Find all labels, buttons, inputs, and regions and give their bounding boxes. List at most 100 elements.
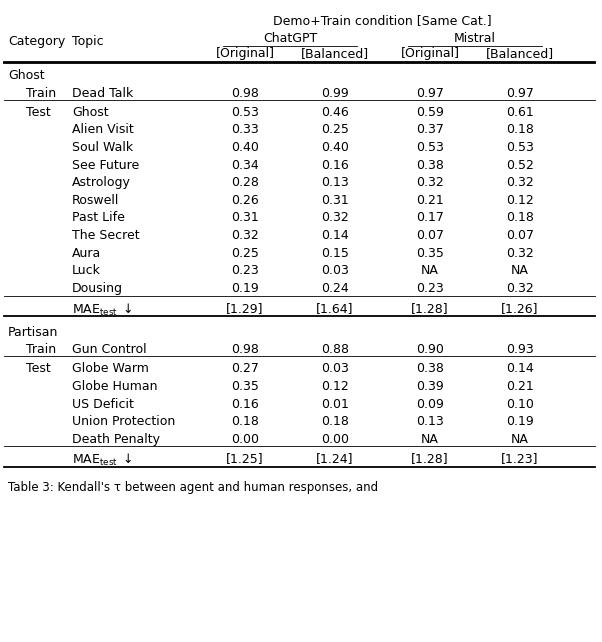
Text: Demo+Train condition [Same Cat.]: Demo+Train condition [Same Cat.] <box>273 14 492 27</box>
Text: Astrology: Astrology <box>72 176 131 189</box>
Text: 0.21: 0.21 <box>506 380 534 393</box>
Text: Death Penalty: Death Penalty <box>72 433 160 446</box>
Text: 0.19: 0.19 <box>506 415 534 428</box>
Text: 0.46: 0.46 <box>321 106 349 119</box>
Text: 0.97: 0.97 <box>506 87 534 100</box>
Text: ChatGPT: ChatGPT <box>263 31 317 45</box>
Text: 0.23: 0.23 <box>416 282 444 295</box>
Text: 0.14: 0.14 <box>506 362 534 375</box>
Text: 0.98: 0.98 <box>231 343 259 356</box>
Text: NA: NA <box>511 265 529 277</box>
Text: 0.00: 0.00 <box>321 433 349 446</box>
Text: See Future: See Future <box>72 159 139 171</box>
Text: Partisan: Partisan <box>8 326 58 339</box>
Text: 0.40: 0.40 <box>321 141 349 154</box>
Text: [1.23]: [1.23] <box>501 453 539 465</box>
Text: Gun Control: Gun Control <box>72 343 147 356</box>
Text: [1.29]: [1.29] <box>226 302 264 315</box>
Text: 0.12: 0.12 <box>321 380 349 393</box>
Text: US Deficit: US Deficit <box>72 397 134 410</box>
Text: 0.31: 0.31 <box>321 194 349 207</box>
Text: 0.16: 0.16 <box>321 159 349 171</box>
Text: 0.32: 0.32 <box>416 176 444 189</box>
Text: [Balanced]: [Balanced] <box>486 47 554 60</box>
Text: 0.25: 0.25 <box>231 247 259 259</box>
Text: [Original]: [Original] <box>216 47 275 60</box>
Text: NA: NA <box>421 433 439 446</box>
Text: 0.53: 0.53 <box>416 141 444 154</box>
Text: 0.27: 0.27 <box>231 362 259 375</box>
Text: Dead Talk: Dead Talk <box>72 87 133 100</box>
Text: 0.38: 0.38 <box>416 362 444 375</box>
Text: 0.34: 0.34 <box>231 159 259 171</box>
Text: 0.17: 0.17 <box>416 211 444 225</box>
Text: MAE$_{\mathregular{test}}$ $\downarrow$: MAE$_{\mathregular{test}}$ $\downarrow$ <box>72 302 133 318</box>
Text: 0.32: 0.32 <box>506 176 534 189</box>
Text: Train: Train <box>26 343 56 356</box>
Text: Alien Visit: Alien Visit <box>72 123 134 136</box>
Text: Category: Category <box>8 35 65 48</box>
Text: NA: NA <box>511 433 529 446</box>
Text: 0.18: 0.18 <box>506 123 534 136</box>
Text: [1.64]: [1.64] <box>316 302 354 315</box>
Text: 0.61: 0.61 <box>506 106 534 119</box>
Text: 0.40: 0.40 <box>231 141 259 154</box>
Text: 0.03: 0.03 <box>321 362 349 375</box>
Text: Globe Human: Globe Human <box>72 380 158 393</box>
Text: [1.28]: [1.28] <box>411 453 449 465</box>
Text: 0.53: 0.53 <box>506 141 534 154</box>
Text: 0.13: 0.13 <box>321 176 349 189</box>
Text: 0.37: 0.37 <box>416 123 444 136</box>
Text: Roswell: Roswell <box>72 194 119 207</box>
Text: Topic: Topic <box>72 35 104 48</box>
Text: 0.01: 0.01 <box>321 397 349 410</box>
Text: Dousing: Dousing <box>72 282 123 295</box>
Text: 0.24: 0.24 <box>321 282 349 295</box>
Text: 0.88: 0.88 <box>321 343 349 356</box>
Text: 0.52: 0.52 <box>506 159 534 171</box>
Text: Mistral: Mistral <box>454 31 496 45</box>
Text: 0.18: 0.18 <box>231 415 259 428</box>
Text: 0.32: 0.32 <box>506 282 534 295</box>
Text: 0.19: 0.19 <box>231 282 259 295</box>
Text: 0.25: 0.25 <box>321 123 349 136</box>
Text: 0.21: 0.21 <box>416 194 444 207</box>
Text: 0.31: 0.31 <box>231 211 259 225</box>
Text: Union Protection: Union Protection <box>72 415 175 428</box>
Text: 0.32: 0.32 <box>321 211 349 225</box>
Text: 0.35: 0.35 <box>231 380 259 393</box>
Text: 0.09: 0.09 <box>416 397 444 410</box>
Text: [Balanced]: [Balanced] <box>301 47 369 60</box>
Text: 0.12: 0.12 <box>506 194 534 207</box>
Text: [1.28]: [1.28] <box>411 302 449 315</box>
Text: 0.32: 0.32 <box>231 229 259 242</box>
Text: 0.07: 0.07 <box>506 229 534 242</box>
Text: Train: Train <box>26 87 56 100</box>
Text: [1.25]: [1.25] <box>226 453 264 465</box>
Text: 0.28: 0.28 <box>231 176 259 189</box>
Text: The Secret: The Secret <box>72 229 140 242</box>
Text: 0.99: 0.99 <box>321 87 349 100</box>
Text: 0.23: 0.23 <box>231 265 259 277</box>
Text: 0.10: 0.10 <box>506 397 534 410</box>
Text: [1.24]: [1.24] <box>316 453 354 465</box>
Text: 0.35: 0.35 <box>416 247 444 259</box>
Text: 0.53: 0.53 <box>231 106 259 119</box>
Text: Luck: Luck <box>72 265 101 277</box>
Text: 0.26: 0.26 <box>231 194 259 207</box>
Text: MAE$_{\mathregular{test}}$ $\downarrow$: MAE$_{\mathregular{test}}$ $\downarrow$ <box>72 453 133 469</box>
Text: Test: Test <box>26 362 51 375</box>
Text: Ghost: Ghost <box>72 106 108 119</box>
Text: Ghost: Ghost <box>8 69 45 82</box>
Text: 0.00: 0.00 <box>231 433 259 446</box>
Text: 0.14: 0.14 <box>321 229 349 242</box>
Text: 0.18: 0.18 <box>321 415 349 428</box>
Text: 0.16: 0.16 <box>231 397 259 410</box>
Text: Soul Walk: Soul Walk <box>72 141 133 154</box>
Text: 0.32: 0.32 <box>506 247 534 259</box>
Text: 0.13: 0.13 <box>416 415 444 428</box>
Text: Table 3: Kendall's τ between agent and human responses, and: Table 3: Kendall's τ between agent and h… <box>8 481 378 494</box>
Text: 0.98: 0.98 <box>231 87 259 100</box>
Text: 0.33: 0.33 <box>231 123 259 136</box>
Text: 0.07: 0.07 <box>416 229 444 242</box>
